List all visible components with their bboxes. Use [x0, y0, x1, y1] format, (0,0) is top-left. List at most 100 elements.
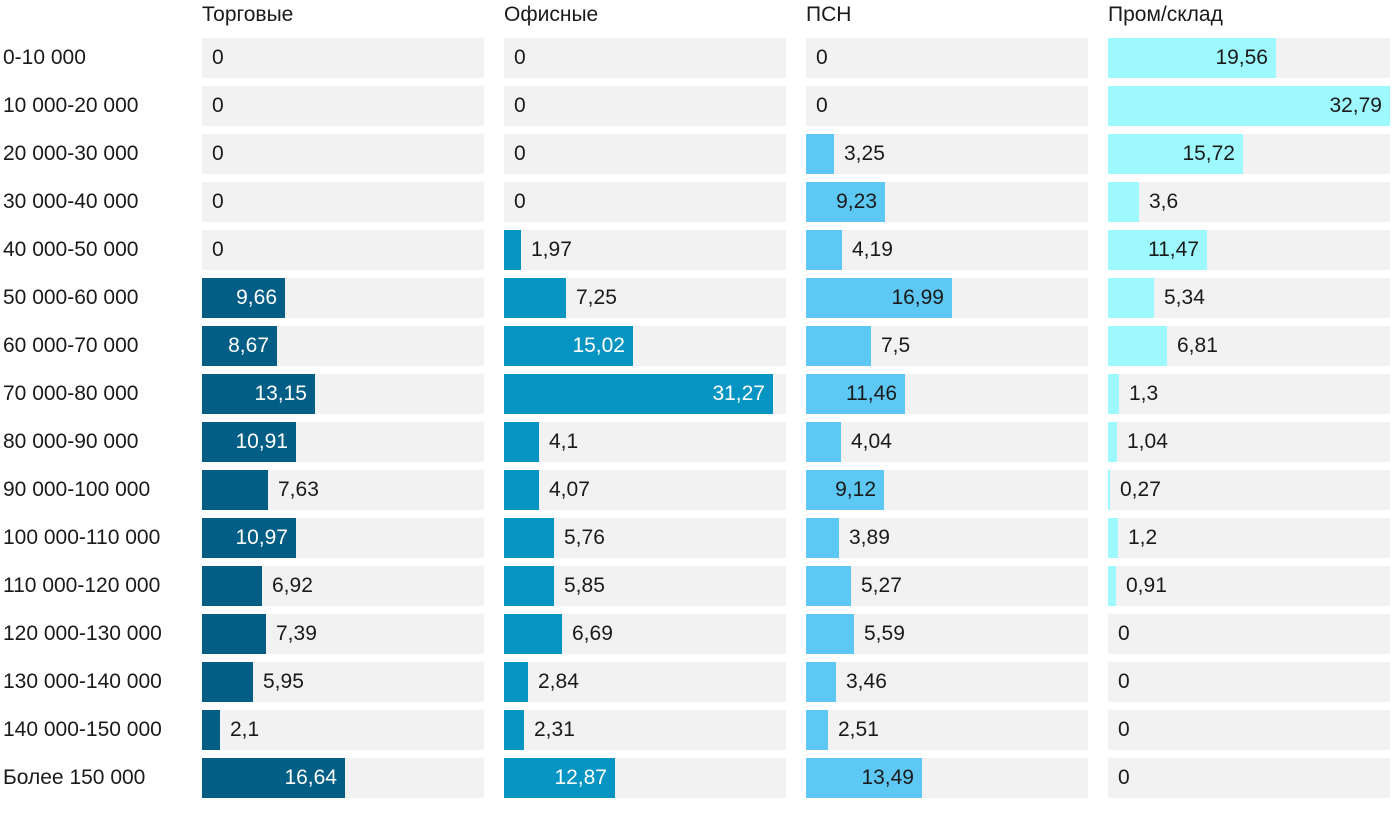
- data-label: 0: [212, 94, 224, 117]
- data-label: 11,47: [1148, 238, 1199, 261]
- bar: [806, 614, 854, 654]
- category-label: 70 000-80 000: [3, 382, 139, 405]
- bar-track: [202, 38, 484, 78]
- category-label: 20 000-30 000: [3, 142, 139, 165]
- series-title: Пром/склад: [1108, 3, 1223, 26]
- data-label: 0: [1118, 766, 1130, 789]
- bar: [504, 230, 521, 270]
- bar: [1108, 470, 1110, 510]
- category-label: 140 000-150 000: [3, 718, 162, 741]
- bar: [202, 374, 315, 414]
- data-label: 10,91: [235, 430, 288, 453]
- bar: [504, 422, 539, 462]
- bar-track: [806, 230, 1088, 270]
- bar: [504, 278, 566, 318]
- data-label: 0: [212, 142, 224, 165]
- data-label: 0: [514, 94, 526, 117]
- bar-track: [202, 134, 484, 174]
- bar: [202, 710, 220, 750]
- bar: [202, 566, 262, 606]
- data-label: 3,25: [844, 142, 885, 165]
- bar-track: [1108, 758, 1390, 798]
- bar: [806, 326, 871, 366]
- data-label: 0: [514, 190, 526, 213]
- data-label: 6,81: [1177, 334, 1218, 357]
- data-label: 5,85: [564, 574, 605, 597]
- data-label: 11,46: [846, 382, 897, 405]
- bar: [1108, 278, 1154, 318]
- data-label: 4,07: [549, 478, 590, 501]
- category-label: 120 000-130 000: [3, 622, 162, 645]
- bar: [1108, 182, 1139, 222]
- bar: [806, 566, 851, 606]
- bar-track: [504, 470, 786, 510]
- bar-track: [1108, 182, 1390, 222]
- bar-track: [1108, 470, 1390, 510]
- bar-track: [1108, 278, 1390, 318]
- bar: [1108, 374, 1119, 414]
- bar: [806, 518, 839, 558]
- bar: [504, 566, 554, 606]
- bar-track: [504, 422, 786, 462]
- data-label: 4,1: [549, 430, 579, 453]
- data-label: 12,87: [554, 766, 607, 789]
- bar-track: [806, 518, 1088, 558]
- bar: [504, 374, 773, 414]
- bar-track: [806, 662, 1088, 702]
- bar-track: [202, 710, 484, 750]
- data-label: 4,04: [851, 430, 892, 453]
- data-label: 2,1: [230, 718, 260, 741]
- bar: [1108, 518, 1118, 558]
- bar-track: [1108, 662, 1390, 702]
- bar-track: [1108, 374, 1390, 414]
- category-label: Более 150 000: [3, 766, 146, 789]
- data-label: 9,23: [836, 190, 877, 213]
- bar: [1108, 422, 1117, 462]
- data-label: 7,5: [881, 334, 911, 357]
- category-label: 110 000-120 000: [3, 574, 161, 597]
- data-label: 6,92: [272, 574, 313, 597]
- category-label: 60 000-70 000: [3, 334, 139, 357]
- data-label: 0: [212, 190, 224, 213]
- data-label: 1,97: [531, 238, 572, 261]
- category-label: 10 000-20 000: [3, 94, 139, 117]
- category-label: 50 000-60 000: [3, 286, 139, 309]
- category-label: 80 000-90 000: [3, 430, 139, 453]
- bar: [806, 710, 828, 750]
- category-label: 30 000-40 000: [3, 190, 139, 213]
- data-label: 2,84: [538, 670, 579, 693]
- data-label: 1,2: [1128, 526, 1158, 549]
- bar: [806, 374, 905, 414]
- bar-track: [504, 134, 786, 174]
- bar-track: [1108, 614, 1390, 654]
- data-label: 15,02: [572, 334, 625, 357]
- data-label: 15,72: [1182, 142, 1235, 165]
- data-label: 0: [514, 46, 526, 69]
- bar: [504, 470, 539, 510]
- data-label: 1,04: [1127, 430, 1168, 453]
- bar: [1108, 326, 1167, 366]
- bar: [806, 422, 841, 462]
- bar: [504, 662, 528, 702]
- data-label: 3,89: [849, 526, 890, 549]
- data-label: 0,27: [1120, 478, 1161, 501]
- data-label: 0: [1118, 622, 1130, 645]
- bar-track: [1108, 566, 1390, 606]
- bar: [806, 230, 842, 270]
- bar: [806, 134, 834, 174]
- data-label: 5,34: [1164, 286, 1205, 309]
- data-label: 8,67: [228, 334, 269, 357]
- bar-track: [806, 38, 1088, 78]
- data-label: 16,99: [891, 286, 944, 309]
- bar: [504, 326, 633, 366]
- data-label: 0: [1118, 670, 1130, 693]
- bar: [202, 422, 296, 462]
- data-label: 32,79: [1329, 94, 1382, 117]
- data-label: 5,95: [263, 670, 304, 693]
- bar-track: [504, 662, 786, 702]
- bar-track: [806, 134, 1088, 174]
- bar-track: [504, 38, 786, 78]
- category-label: 90 000-100 000: [3, 478, 151, 501]
- series-title: ПСН: [806, 3, 852, 26]
